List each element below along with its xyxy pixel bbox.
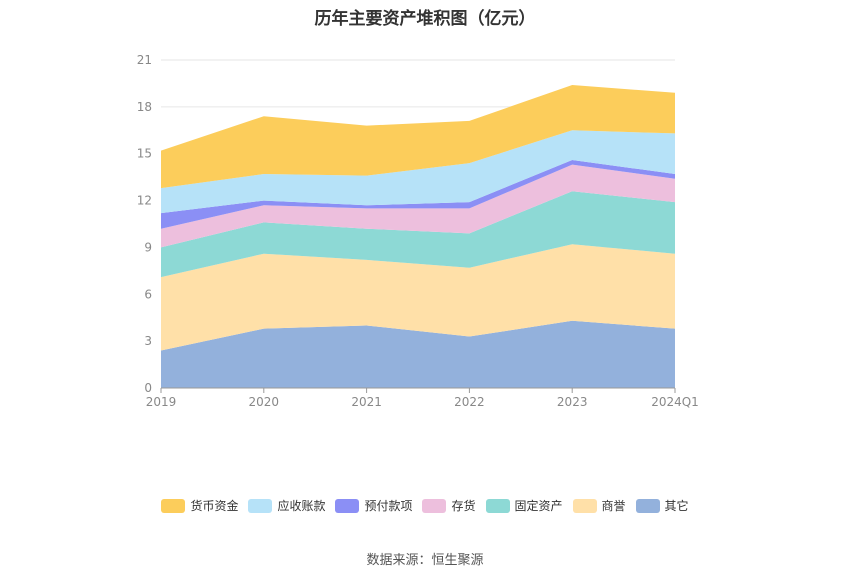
legend-item[interactable]: 存货 — [422, 497, 476, 514]
y-tick-label: 15 — [137, 147, 152, 161]
legend-swatch — [161, 498, 186, 513]
legend-label: 应收账款 — [277, 499, 326, 513]
y-tick-label: 3 — [144, 334, 152, 348]
legend-swatch — [335, 498, 360, 513]
area-商誉 — [161, 244, 675, 351]
legend-swatch — [572, 498, 597, 513]
y-tick-label: 12 — [137, 194, 152, 208]
x-tick-label: 2019 — [146, 395, 177, 409]
y-tick-label: 0 — [144, 381, 152, 395]
legend-item[interactable]: 其它 — [635, 497, 689, 514]
area-货币资金 — [161, 85, 675, 189]
y-tick-label: 9 — [144, 240, 152, 254]
legend-label: 商誉 — [601, 499, 626, 513]
legend-item[interactable]: 商誉 — [572, 497, 626, 514]
chart-legend: 货币资金 应收账款 预付款项 存货 固定资产 商誉 其它 — [0, 497, 850, 514]
legend-item[interactable]: 货币资金 — [161, 497, 238, 514]
area-存货 — [161, 164, 675, 248]
y-tick-label: 21 — [137, 53, 152, 67]
area-其它 — [161, 320, 675, 388]
y-tick-label: 18 — [137, 100, 152, 114]
legend-item[interactable]: 预付款项 — [335, 497, 412, 514]
x-tick-label: 2024Q1 — [651, 395, 699, 409]
legend-swatch — [485, 498, 510, 513]
area-应收账款 — [161, 130, 675, 214]
x-tick-label: 2020 — [249, 395, 280, 409]
legend-item[interactable]: 应收账款 — [248, 497, 325, 514]
area-固定资产 — [161, 191, 675, 278]
legend-label: 其它 — [664, 499, 689, 513]
legend-label: 存货 — [451, 499, 476, 513]
legend-item[interactable]: 固定资产 — [485, 497, 563, 514]
x-tick-label: 2023 — [557, 395, 588, 409]
chart-title: 历年主要资产堆积图（亿元） — [314, 9, 536, 29]
legend-swatch — [635, 498, 660, 513]
legend-label: 预付款项 — [364, 499, 413, 513]
legend-swatch — [248, 498, 273, 513]
legend-label: 固定资产 — [514, 499, 563, 513]
x-tick-label: 2021 — [351, 395, 382, 409]
legend-swatch — [422, 498, 447, 513]
legend-label: 货币资金 — [190, 499, 239, 513]
y-tick-label: 6 — [144, 287, 152, 301]
data-source: 数据来源：恒生聚源 — [366, 553, 484, 568]
x-tick-label: 2022 — [454, 395, 485, 409]
